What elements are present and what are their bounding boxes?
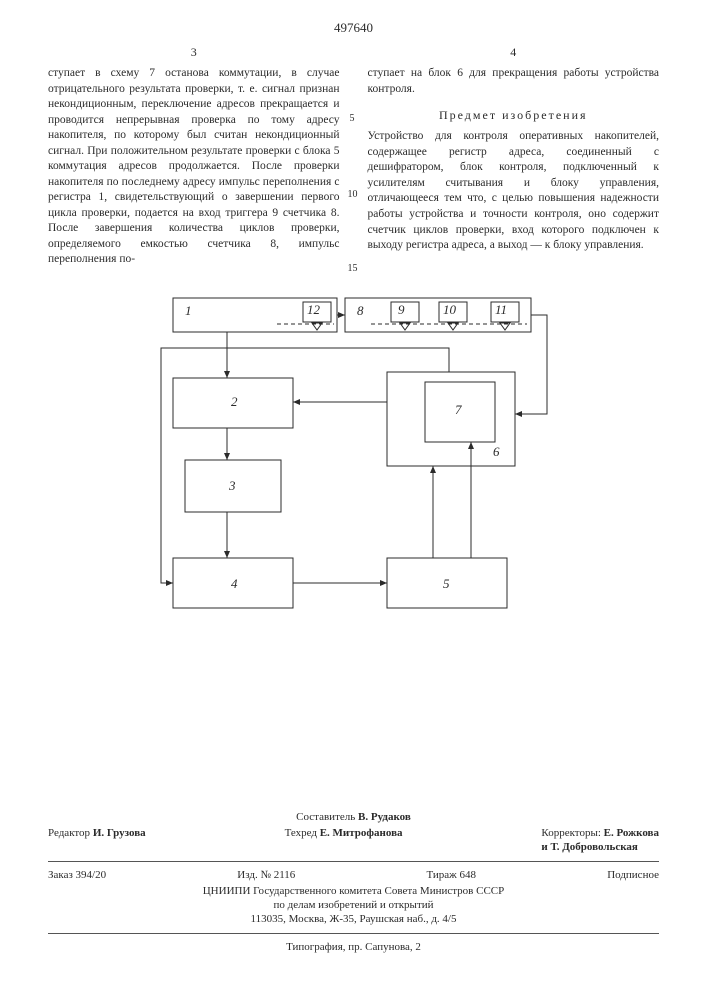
svg-text:12: 12 (307, 302, 321, 317)
techred-label: Техред (285, 827, 317, 839)
editor-name: И. Грузова (93, 827, 146, 839)
svg-text:8: 8 (357, 303, 364, 318)
izd: Изд. № 2116 (237, 868, 295, 882)
line-10: 10 (348, 188, 358, 202)
svg-text:11: 11 (495, 302, 507, 317)
svg-text:3: 3 (228, 478, 236, 493)
claims-heading: Предмет изобретения (368, 107, 660, 123)
org2: по делам изобретений и открытий (48, 898, 659, 912)
divider-1 (48, 861, 659, 862)
line-15: 15 (348, 262, 358, 276)
svg-text:1: 1 (185, 303, 192, 318)
right-column: 4 5 10 15 ступает на блок 6 для прекраще… (368, 44, 660, 268)
page: 497640 3 ступает в схему 7 останова комм… (0, 0, 707, 1000)
compiler-name: В. Рудаков (358, 811, 411, 823)
svg-text:6: 6 (493, 444, 500, 459)
patent-number: 497640 (48, 20, 659, 36)
typo: Типография, пр. Сапунова, 2 (48, 940, 659, 954)
line-5: 5 (350, 112, 355, 126)
right-p2: Устройство для контроля оперативных нако… (368, 129, 660, 253)
techred-name: Е. Митрофанова (320, 827, 403, 839)
tirazh: Тираж 648 (426, 868, 476, 882)
left-body: ступает в схему 7 останова коммутации, в… (48, 66, 340, 268)
addr: 113035, Москва, Ж-35, Раушская наб., д. … (48, 912, 659, 926)
org1: ЦНИИПИ Государственного комитета Совета … (48, 884, 659, 898)
page-num-left: 3 (48, 44, 340, 60)
svg-text:2: 2 (231, 394, 238, 409)
block-diagram: 112891011267345 (139, 288, 569, 688)
page-num-right: 4 (368, 44, 660, 60)
footer: Составитель В. Рудаков Редактор И. Грузо… (48, 810, 659, 954)
order: Заказ 394/20 (48, 868, 106, 882)
svg-text:7: 7 (455, 402, 462, 417)
svg-text:9: 9 (398, 302, 405, 317)
editor-label: Редактор (48, 827, 90, 839)
right-p1: ступает на блок 6 для прекращения работы… (368, 66, 660, 97)
corrector-label: Корректоры: (541, 827, 600, 839)
divider-2 (48, 933, 659, 934)
compiler-label: Составитель (296, 811, 355, 823)
text-columns: 3 ступает в схему 7 останова коммутации,… (48, 44, 659, 268)
svg-text:5: 5 (443, 576, 450, 591)
svg-text:10: 10 (443, 302, 457, 317)
left-column: 3 ступает в схему 7 останова коммутации,… (48, 44, 340, 268)
podpisnoe: Подписное (607, 868, 659, 882)
svg-text:4: 4 (231, 576, 238, 591)
